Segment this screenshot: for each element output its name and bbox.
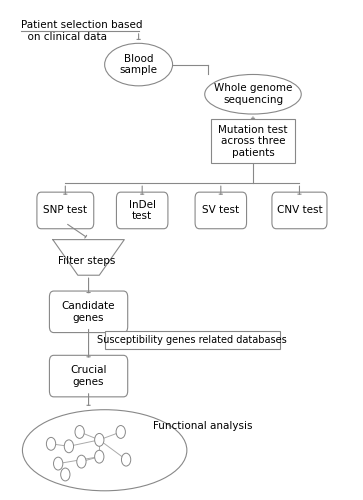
Polygon shape [53, 240, 124, 275]
Ellipse shape [205, 74, 301, 114]
Circle shape [122, 453, 131, 466]
Text: Susceptibility genes related databases: Susceptibility genes related databases [97, 335, 287, 345]
Bar [105, 330, 280, 349]
Text: Blood
sample: Blood sample [119, 54, 158, 76]
Circle shape [53, 457, 63, 470]
Text: CNV test: CNV test [277, 206, 322, 216]
Ellipse shape [23, 410, 187, 491]
Text: InDel
test: InDel test [129, 200, 156, 221]
Circle shape [95, 450, 104, 463]
Text: Candidate
genes: Candidate genes [62, 301, 115, 322]
FancyBboxPatch shape [195, 192, 246, 228]
Text: SNP test: SNP test [43, 206, 87, 216]
FancyBboxPatch shape [49, 291, 128, 333]
Circle shape [61, 468, 70, 481]
Text: Functional analysis: Functional analysis [153, 420, 253, 430]
FancyBboxPatch shape [37, 192, 94, 228]
Ellipse shape [105, 44, 172, 86]
Text: Filter steps: Filter steps [58, 256, 115, 266]
Bar [211, 119, 295, 164]
Circle shape [77, 455, 86, 468]
Circle shape [95, 434, 104, 446]
Circle shape [75, 426, 84, 438]
FancyBboxPatch shape [272, 192, 327, 228]
Text: Crucial
genes: Crucial genes [70, 366, 107, 387]
Text: SV test: SV test [202, 206, 239, 216]
Circle shape [64, 440, 74, 452]
Circle shape [46, 438, 56, 450]
Text: Whole genome
sequencing: Whole genome sequencing [214, 84, 292, 105]
FancyBboxPatch shape [117, 192, 168, 228]
FancyBboxPatch shape [49, 356, 128, 397]
Text: Mutation test
across three
patients: Mutation test across three patients [218, 124, 288, 158]
Circle shape [116, 426, 125, 438]
Text: Patient selection based
  on clinical data: Patient selection based on clinical data [21, 20, 142, 42]
